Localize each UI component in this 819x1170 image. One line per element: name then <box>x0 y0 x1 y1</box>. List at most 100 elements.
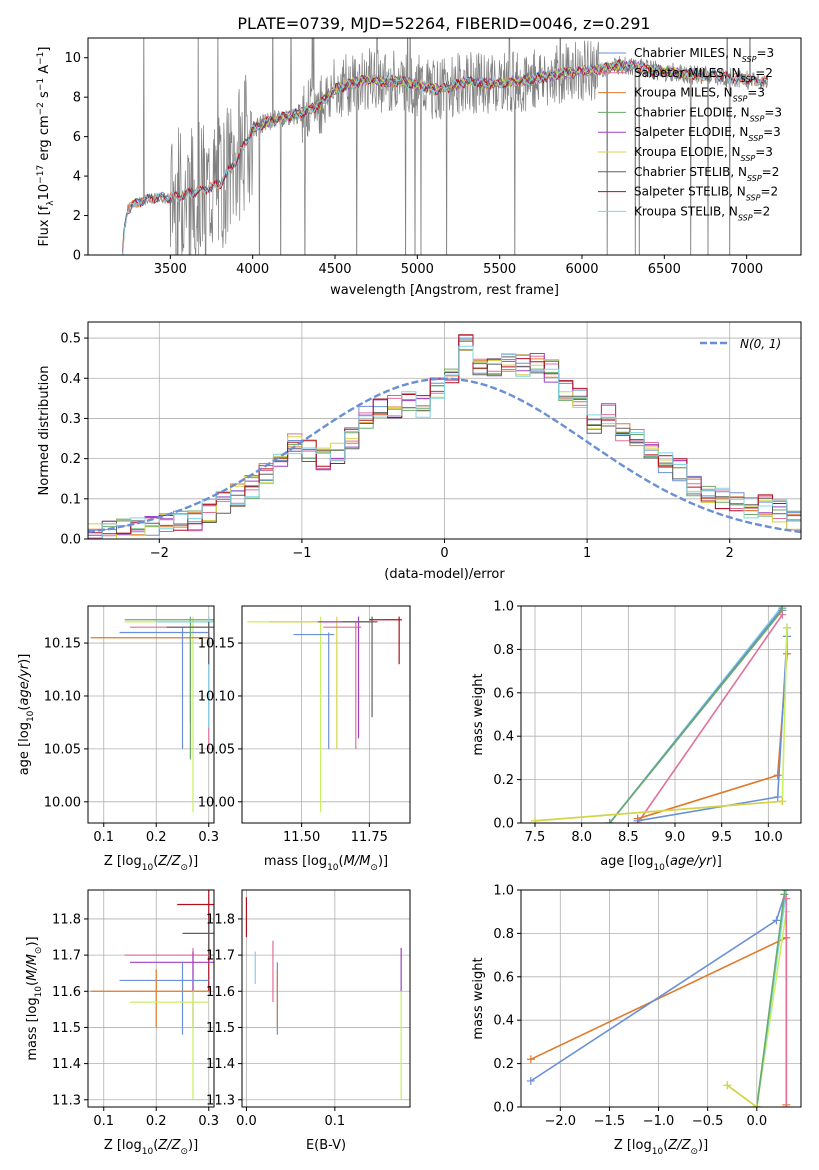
weight-line <box>534 627 788 822</box>
label-part: 10 <box>142 863 154 873</box>
legend-label-tail: =3 <box>756 46 774 60</box>
weight-marker <box>782 894 791 903</box>
y-axis-label: mass weight <box>471 673 486 755</box>
label-part: ( <box>153 854 158 869</box>
y-tick-label: 10.00 <box>44 795 81 810</box>
y-tick-label: 0.6 <box>493 686 514 701</box>
plot-area <box>88 334 801 539</box>
mass-vs-ebv-panel: 0.0 0.1 11.3 11.4 11.5 11.6 11.7 11.8 E(B-V) <box>206 889 411 1153</box>
label-part: Z/Z <box>157 1138 181 1153</box>
legend-label: Chabrier MILES, NSSP=3 <box>634 46 774 64</box>
weight-marker <box>605 819 614 823</box>
legend-label-sub: SSP <box>738 213 753 222</box>
legend-label-sub: SSP <box>748 134 763 143</box>
y-tick-label: 0.0 <box>60 533 81 548</box>
legend-label-tail: =2 <box>760 185 778 199</box>
weight-line <box>726 1084 758 1107</box>
y-tick-label: 2 <box>73 209 81 224</box>
label-part: M/M <box>25 954 40 981</box>
weight-line <box>534 800 783 822</box>
legend-label-sub: SSP <box>750 114 765 123</box>
x-tick-label: 0.2 <box>146 830 167 845</box>
label-part: )] <box>25 936 40 946</box>
mass-vs-metallicity-panel: 0.1 0.2 0.311.311.411.511.611.711.8Z [log1… <box>25 889 219 1157</box>
legend: N(0, 1) <box>700 337 781 351</box>
x-tick-label: 0.1 <box>324 1114 345 1129</box>
plot-area <box>122 38 769 255</box>
label-part: )] <box>378 854 388 869</box>
weight-line <box>609 609 783 823</box>
x-tick-label: 5500 <box>483 262 516 277</box>
weight-marker <box>531 816 539 823</box>
label-part: λ <box>46 200 56 206</box>
x-tick-label: 6000 <box>565 262 598 277</box>
plot-area <box>90 616 214 813</box>
label-part: )] <box>188 1138 198 1153</box>
label-part: 10 <box>142 1147 154 1157</box>
label-part: −1 <box>36 52 46 65</box>
y-tick-label: 0.4 <box>60 372 81 387</box>
x-tick-label: 8.0 <box>571 830 592 845</box>
label-part: Z [log <box>614 1138 652 1153</box>
x-tick-label: 4500 <box>318 262 351 277</box>
label-part: Z [log <box>104 1138 142 1153</box>
label-part: )] <box>698 1138 708 1153</box>
y-tick-label: 10.10 <box>44 689 81 704</box>
y-axis-label: mass [log10(M/M⊙)] <box>25 936 44 1060</box>
gridlines <box>88 322 801 540</box>
label-part: 10 <box>652 1147 664 1157</box>
legend-label-tail: =2 <box>755 66 773 80</box>
legend-label-sub: SSP <box>733 94 748 103</box>
label-part: age/yr <box>17 662 32 705</box>
y-tick-label: 10.10 <box>198 689 235 704</box>
legend-label: N(0, 1) <box>740 337 781 351</box>
x-tick-label: 0.1 <box>93 1114 114 1129</box>
plot-area <box>245 897 402 1100</box>
x-tick-label: 2 <box>726 546 734 561</box>
legend-label-tail: =2 <box>753 204 771 218</box>
label-part: ⊙ <box>34 947 44 955</box>
x-tick-label: 3500 <box>154 262 187 277</box>
y-tick-label: 4 <box>73 170 81 185</box>
y-axis-label: Flux [fλ10−17 erg cm−2 s−1 A−1] <box>36 47 56 247</box>
x-tick-label: 9.0 <box>665 830 686 845</box>
legend-label-text: Chabrier MILES, N <box>634 46 742 60</box>
x-tick-label: −2.0 <box>545 1114 577 1129</box>
weight-marker <box>633 816 642 823</box>
label-part: ( <box>17 706 32 711</box>
label-part: ( <box>663 1138 668 1153</box>
y-tick-label: 11.7 <box>206 949 235 964</box>
y-tick-label: 10.05 <box>198 742 235 757</box>
x-tick-label: 0.3 <box>198 830 219 845</box>
x-axis-label: (data-model)/error <box>384 567 505 582</box>
legend-label-tail: =3 <box>763 125 781 139</box>
x-tick-label: 0.0 <box>236 1114 257 1129</box>
label-part: ( <box>665 854 670 869</box>
figure-title: PLATE=0739, MJD=52264, FIBERID=0046, z=0… <box>237 14 650 33</box>
x-tick-label: −1.0 <box>643 1114 675 1129</box>
x-tick-label: 5000 <box>401 262 434 277</box>
label-part: Z/Z <box>157 854 181 869</box>
plot-area <box>90 890 214 1100</box>
gridlines <box>242 606 410 823</box>
axis-frame <box>520 889 802 1108</box>
y-tick-label: 1.0 <box>493 600 514 615</box>
x-tick-label: 10.0 <box>754 830 783 845</box>
legend-label-sub: SSP <box>741 154 756 163</box>
weight-marker <box>780 890 789 899</box>
y-tick-label: 10.05 <box>44 742 81 757</box>
x-tick-label: 11.75 <box>351 830 388 845</box>
x-axis-label: age [log10(age/yr)] <box>600 854 722 873</box>
x-tick-label: −1 <box>292 546 311 561</box>
y-tick-label: 8 <box>73 91 81 106</box>
x-tick-label: 8.5 <box>618 830 639 845</box>
y-axis-label: age [log10(age/yr)] <box>17 654 36 776</box>
x-tick-label: 9.5 <box>711 830 732 845</box>
y-tick-label: 11.8 <box>52 912 81 927</box>
label-part: age [log <box>17 722 32 775</box>
label-part: M/M <box>344 854 371 869</box>
weight-marker <box>778 797 787 806</box>
label-part: 10 <box>653 863 665 873</box>
y-tick-label: 0.8 <box>493 927 514 942</box>
